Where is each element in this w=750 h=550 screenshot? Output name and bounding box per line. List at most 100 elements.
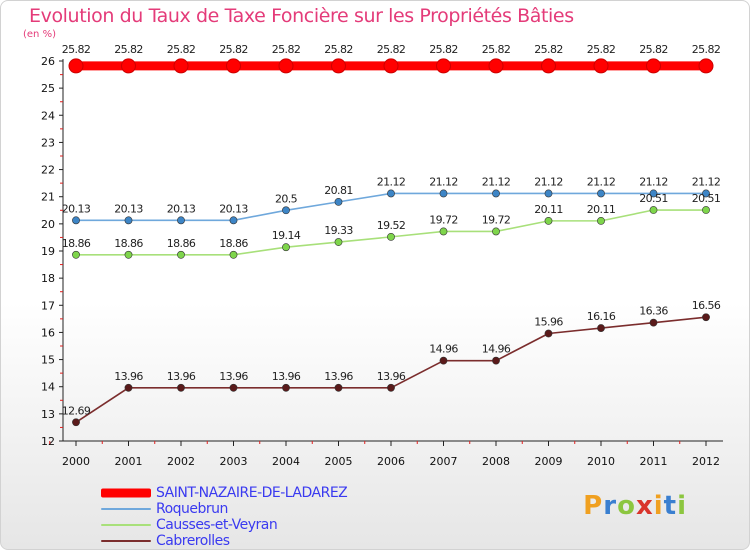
legend-label: SAINT-NAZAIRE-DE-LADAREZ xyxy=(156,485,348,501)
proxiti-logo: Proxiti xyxy=(583,491,687,521)
legend-swatch xyxy=(101,524,151,526)
data-label: 21.12 xyxy=(377,175,406,188)
data-label: 19.72 xyxy=(429,213,458,226)
y-tick-label: 23 xyxy=(41,136,55,149)
data-point xyxy=(544,189,553,198)
data-label: 20.13 xyxy=(114,202,143,215)
data-point xyxy=(282,206,290,215)
data-label: 25.82 xyxy=(167,43,196,56)
y-tick-label: 20 xyxy=(41,218,55,231)
data-label: 21.12 xyxy=(429,175,458,188)
x-tick-label: 2000 xyxy=(62,455,90,468)
data-point xyxy=(383,58,399,74)
data-point xyxy=(646,58,661,74)
data-label: 13.96 xyxy=(377,370,406,383)
y-tick-label: 15 xyxy=(41,354,55,367)
data-point xyxy=(488,58,504,74)
data-label: 14.96 xyxy=(482,343,511,356)
x-tick-label: 2002 xyxy=(167,455,195,468)
data-point xyxy=(436,58,451,74)
data-label: 16.56 xyxy=(692,299,721,312)
data-point xyxy=(439,227,448,236)
logo-letter: P xyxy=(583,491,604,521)
data-label: 25.82 xyxy=(377,43,406,56)
x-tick-label: 2001 xyxy=(115,455,143,468)
data-label: 18.86 xyxy=(114,237,143,250)
data-label: 25.82 xyxy=(114,43,143,56)
data-label: 13.96 xyxy=(272,370,301,383)
data-point xyxy=(334,383,343,392)
data-point xyxy=(649,318,658,327)
legend-label: Causses-et-Veyran xyxy=(156,517,278,533)
data-point xyxy=(492,189,500,198)
logo-letter: i xyxy=(653,491,664,521)
data-point xyxy=(278,58,294,74)
logo-letter: x xyxy=(635,491,654,521)
data-label: 25.82 xyxy=(429,43,458,56)
data-label: 21.12 xyxy=(692,175,721,188)
legend-label: Roquebrun xyxy=(156,501,228,517)
data-point xyxy=(492,356,500,365)
data-point xyxy=(334,238,343,246)
data-label: 19.52 xyxy=(377,219,406,232)
data-point xyxy=(124,216,133,225)
data-point xyxy=(229,383,238,392)
y-tick-label: 14 xyxy=(41,381,55,394)
data-label: 25.82 xyxy=(482,43,511,56)
data-point xyxy=(597,189,605,198)
y-tick-label: 18 xyxy=(41,272,55,285)
x-tick-label: 2007 xyxy=(430,455,458,468)
x-tick-label: 2010 xyxy=(587,455,615,468)
y-tick-label: 16 xyxy=(41,326,55,339)
data-point xyxy=(282,383,290,392)
data-point xyxy=(72,216,80,225)
logo-letter: t xyxy=(663,491,678,521)
x-tick-label: 2003 xyxy=(220,455,248,468)
data-point xyxy=(439,189,448,198)
data-label: 12.69 xyxy=(62,404,91,417)
y-tick-label: 17 xyxy=(41,299,55,312)
data-label: 21.12 xyxy=(587,175,616,188)
data-point xyxy=(177,250,185,259)
data-label: 25.82 xyxy=(692,43,721,56)
data-label: 15.96 xyxy=(534,316,563,329)
data-point xyxy=(387,232,395,241)
data-point xyxy=(334,197,343,206)
data-point xyxy=(597,216,605,225)
data-point xyxy=(593,58,609,74)
data-label: 20.81 xyxy=(324,184,353,197)
data-label: 20.13 xyxy=(167,202,196,215)
data-point xyxy=(702,206,710,214)
data-label: 13.96 xyxy=(324,370,353,383)
logo-letter: o xyxy=(617,491,636,521)
x-tick-label: 2005 xyxy=(325,455,353,468)
x-tick-label: 2008 xyxy=(482,455,510,468)
data-label: 20.11 xyxy=(587,203,616,216)
data-point xyxy=(649,189,658,198)
x-tick-label: 2011 xyxy=(640,455,668,468)
data-label: 21.12 xyxy=(639,175,668,188)
data-label: 19.14 xyxy=(272,229,301,242)
data-point xyxy=(173,58,189,74)
data-label: 13.96 xyxy=(167,370,196,383)
x-tick-label: 2012 xyxy=(692,455,720,468)
y-tick-label: 24 xyxy=(41,109,55,122)
y-tick-label: 13 xyxy=(41,408,55,421)
data-point xyxy=(702,313,710,322)
logo-letter: r xyxy=(603,491,618,521)
data-label: 14.96 xyxy=(429,343,458,356)
data-label: 20.11 xyxy=(534,203,563,216)
logo-letter: i xyxy=(677,491,687,521)
data-label: 25.82 xyxy=(324,43,353,56)
y-tick-label: 21 xyxy=(41,191,55,204)
legend-swatch xyxy=(101,508,151,510)
data-point xyxy=(229,216,238,225)
data-label: 25.82 xyxy=(587,43,616,56)
legend-swatch xyxy=(101,488,151,498)
data-point xyxy=(492,227,500,236)
x-tick-label: 2009 xyxy=(535,455,563,468)
y-tick-label: 26 xyxy=(41,55,55,68)
data-label: 20.13 xyxy=(62,202,91,215)
